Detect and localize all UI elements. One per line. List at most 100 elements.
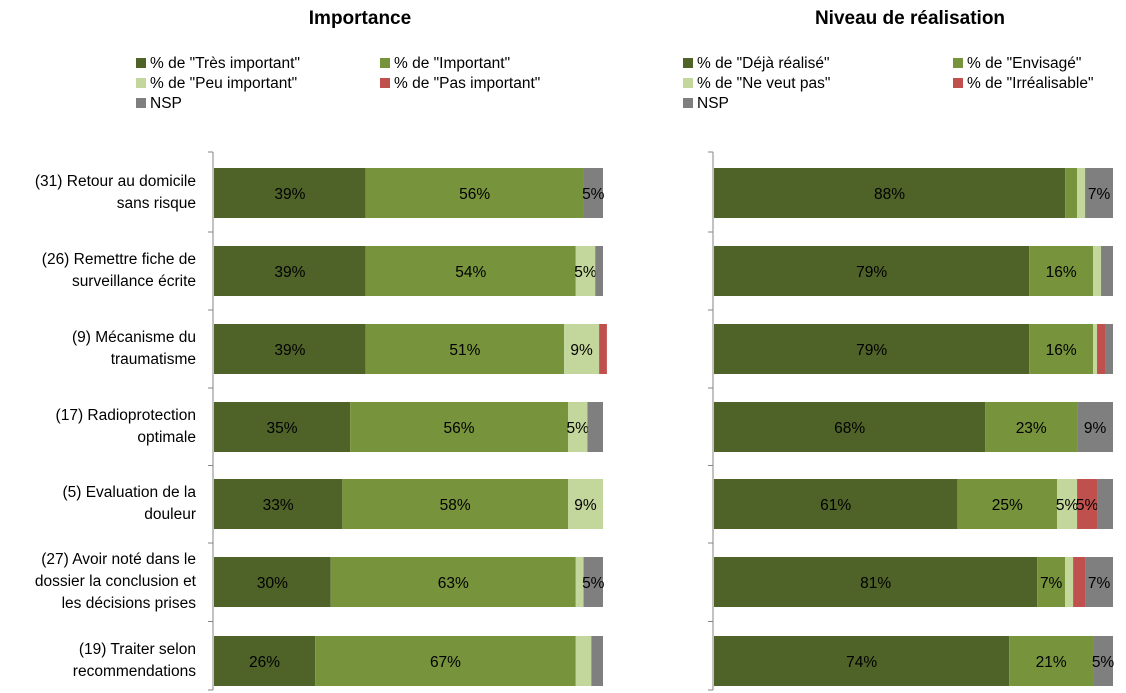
legend-label: % de "Irréalisable" xyxy=(967,75,1094,92)
bar-segment xyxy=(567,402,588,452)
category-label-line: (31) Retour au domicile xyxy=(34,173,196,190)
data-label: 88% xyxy=(874,186,905,203)
legend-item: NSP xyxy=(683,94,729,114)
data-label: 39% xyxy=(274,342,305,359)
bar-segment xyxy=(1101,246,1113,296)
data-label: 9% xyxy=(574,497,597,514)
bar-segment xyxy=(564,324,600,374)
bar-segment xyxy=(714,324,1030,374)
bar-segment xyxy=(575,636,592,686)
legend-label: NSP xyxy=(697,95,729,112)
data-label: 21% xyxy=(1036,654,1067,671)
bar-segment xyxy=(350,402,568,452)
category-label-line: douleur xyxy=(144,506,196,523)
legend-label: % de "Très important" xyxy=(150,55,300,72)
data-label: 67% xyxy=(430,654,461,671)
data-label: 9% xyxy=(570,342,593,359)
bar-segment xyxy=(1077,402,1113,452)
legend-swatch xyxy=(136,58,146,68)
data-label: 5% xyxy=(1056,497,1079,514)
bar-segment xyxy=(214,402,351,452)
category-label-line: (5) Evaluation de la xyxy=(62,484,196,501)
data-label: 79% xyxy=(856,342,887,359)
data-label: 5% xyxy=(582,186,605,203)
legend-item: % de "Très important" xyxy=(136,54,300,74)
legend-label: % de "Peu important" xyxy=(150,75,298,92)
bar-segment xyxy=(583,168,603,218)
data-label: 30% xyxy=(257,575,288,592)
bar-segment xyxy=(1065,168,1078,218)
legend-item: % de "Important" xyxy=(380,54,510,74)
bar-segment xyxy=(1077,168,1086,218)
legend-swatch xyxy=(683,58,693,68)
data-label: 68% xyxy=(834,420,865,437)
bar-segment xyxy=(214,557,331,607)
bar-segment xyxy=(587,402,603,452)
bar-segment xyxy=(1029,324,1094,374)
bar-segment xyxy=(591,636,603,686)
category-label: (17) Radioprotection optimale xyxy=(0,405,196,449)
bar-segment xyxy=(214,479,343,529)
data-label: 25% xyxy=(992,497,1023,514)
data-label: 26% xyxy=(249,654,280,671)
bar-segment xyxy=(575,557,584,607)
data-label: 74% xyxy=(846,654,877,671)
data-label: 39% xyxy=(274,264,305,281)
category-label-line: dossier la conclusion et xyxy=(34,573,196,590)
bar-segment xyxy=(583,557,603,607)
legend-label: % de "Important" xyxy=(394,55,511,72)
bar-segment xyxy=(214,636,316,686)
bar-segment xyxy=(365,324,565,374)
data-label: 5% xyxy=(1092,654,1115,671)
bar-segment xyxy=(714,636,1010,686)
category-label: (19) Traiter selon recommendations xyxy=(0,639,196,683)
legend-label: NSP xyxy=(150,95,182,112)
data-label: 63% xyxy=(438,575,469,592)
importance-legend: % de "Très important" % de "Important" %… xyxy=(136,54,596,124)
bar-segment xyxy=(714,557,1038,607)
data-label: 23% xyxy=(1016,420,1047,437)
category-label-line: (9) Mécanisme du xyxy=(71,329,196,346)
category-label-line: optimale xyxy=(137,429,196,446)
category-label-line: (27) Avoir noté dans le xyxy=(41,551,196,568)
bar-segment xyxy=(1037,557,1066,607)
bar-segment xyxy=(1105,324,1113,374)
bar-segment xyxy=(214,168,366,218)
bar-segment xyxy=(214,324,366,374)
importance-title: Importance xyxy=(308,8,412,29)
data-label: 39% xyxy=(274,186,305,203)
data-label: 33% xyxy=(263,497,294,514)
data-label: 81% xyxy=(860,575,891,592)
legend-swatch xyxy=(136,78,146,88)
bar-segment xyxy=(1097,479,1113,529)
bar-segment xyxy=(595,246,603,296)
data-label: 16% xyxy=(1046,264,1077,281)
legend-swatch xyxy=(380,58,390,68)
bar-segment xyxy=(1077,479,1098,529)
realisation-title: Niveau de réalisation xyxy=(814,8,1006,29)
bar-segment xyxy=(1057,479,1078,529)
bar-segment xyxy=(315,636,576,686)
category-label-line: sans risque xyxy=(116,195,196,212)
legend-item: % de "Peu important" xyxy=(136,74,297,94)
data-label: 7% xyxy=(1040,575,1063,592)
legend-label: % de "Envisagé" xyxy=(967,55,1082,72)
bar-segment xyxy=(1093,636,1113,686)
data-label: 56% xyxy=(444,420,475,437)
data-label: 9% xyxy=(1084,420,1107,437)
category-label: (5) Evaluation de la douleur xyxy=(0,482,196,526)
bar-segment xyxy=(714,168,1066,218)
data-label: 51% xyxy=(449,342,480,359)
legend-swatch xyxy=(683,98,693,108)
data-label: 61% xyxy=(820,497,851,514)
category-label: (26) Remettre fiche de surveillance écrit… xyxy=(0,249,196,293)
bar-segment xyxy=(1065,557,1074,607)
category-label-line: traumatisme xyxy=(110,351,196,368)
bar-segment xyxy=(1097,324,1106,374)
legend-item: % de "Pas important" xyxy=(380,74,540,94)
legend-item: NSP xyxy=(136,94,182,114)
data-label: 35% xyxy=(267,420,298,437)
bar-segment xyxy=(1093,246,1102,296)
legend-label: % de "Ne veut pas" xyxy=(697,75,831,92)
